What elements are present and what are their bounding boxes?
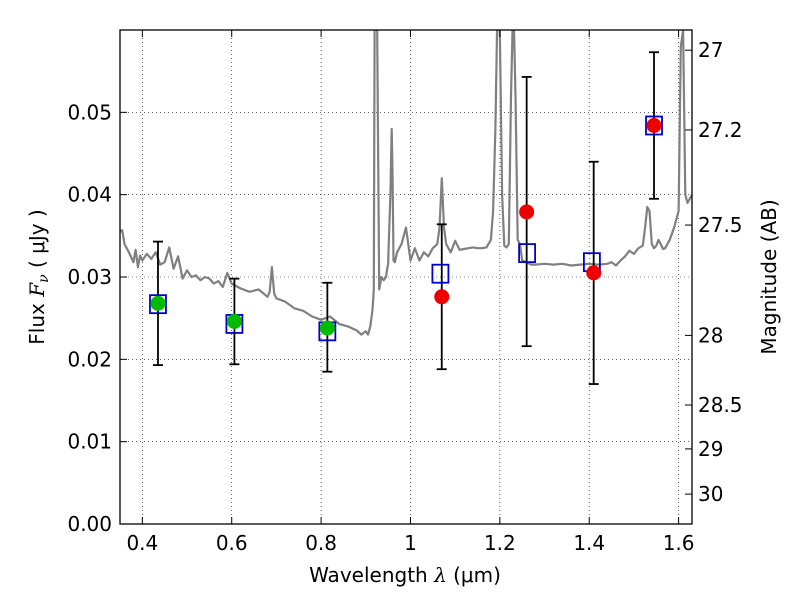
magnitude-tick-label: 27.2 <box>698 118 743 142</box>
red-data-point <box>434 289 450 305</box>
error-bars <box>152 51 660 385</box>
y-tick-label: 0.03 <box>67 265 112 289</box>
ticks: 0.4 0.6 0.8 1 1.2 1.4 1.6 0.00 0.01 0.02 0.03 0.04 0… <box>67 30 743 555</box>
green-data-point <box>226 313 242 329</box>
x-tick-label: 1.6 <box>663 531 695 555</box>
green-data-point <box>319 320 335 336</box>
magnitude-tick-label: 28.5 <box>698 393 743 417</box>
y-tick-label: 0.05 <box>67 100 112 124</box>
magnitude-tick-label: 28 <box>698 323 723 347</box>
magnitude-axis-label: Magnitude (AB) <box>757 199 781 354</box>
data-markers <box>149 115 663 342</box>
x-tick-label: 1.2 <box>484 531 516 555</box>
x-tick-label: 0.8 <box>305 531 337 555</box>
model-square-marker <box>518 243 537 264</box>
red-data-point <box>586 265 602 281</box>
x-tick-label: 1.4 <box>573 531 605 555</box>
red-data-point <box>519 204 535 220</box>
y-tick-label: 0.04 <box>67 183 112 207</box>
template-spectrum <box>120 30 692 336</box>
x-tick-label: 1 <box>404 531 417 555</box>
y-tick-label: 0.02 <box>67 347 112 371</box>
y-tick-label: 0.01 <box>67 430 112 454</box>
magnitude-tick-label: 27.5 <box>698 213 743 237</box>
green-data-point <box>150 295 166 311</box>
red-data-point <box>646 118 662 134</box>
magnitude-tick-label: 30 <box>698 482 723 506</box>
model-square-marker <box>431 263 450 284</box>
magnitude-tick-label: 27 <box>698 38 723 62</box>
x-tick-label: 0.4 <box>126 531 158 555</box>
y-tick-label: 0.00 <box>67 512 112 536</box>
magnitude-tick-label: 29 <box>698 437 723 461</box>
model-square-marker <box>645 115 663 136</box>
template-spectrum-line <box>120 30 692 336</box>
y-axis-label: Flux Fν ( μJy ) <box>25 209 52 344</box>
x-tick-label: 0.6 <box>216 531 248 555</box>
x-axis-label: Wavelength λ (μm) <box>309 563 501 587</box>
model-square-marker <box>149 294 167 315</box>
